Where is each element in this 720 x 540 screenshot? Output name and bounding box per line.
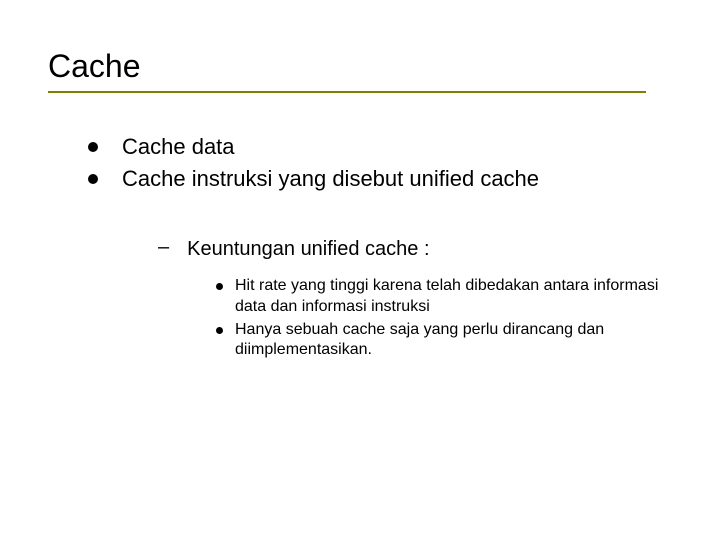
bullet-text: Cache instruksi yang disebut unified cac…	[122, 165, 539, 193]
dash-icon: –	[158, 236, 169, 259]
title-underline	[48, 91, 646, 93]
bullet-text: Cache data	[122, 133, 235, 161]
list-item: – Keuntungan unified cache :	[158, 236, 680, 262]
bullet-text: Hit rate yang tinggi karena telah dibeda…	[235, 276, 680, 318]
list-item: Cache data	[88, 133, 680, 161]
slide: Cache Cache data Cache instruksi yang di…	[0, 0, 720, 540]
bullet-icon	[88, 142, 98, 152]
list-item: Hit rate yang tinggi karena telah dibeda…	[216, 276, 680, 318]
bullet-icon	[88, 174, 98, 184]
list-item: Hanya sebuah cache saja yang perlu diran…	[216, 320, 680, 362]
bullet-icon	[216, 283, 223, 290]
bullet-text: Keuntungan unified cache :	[187, 236, 429, 262]
list-item: Cache instruksi yang disebut unified cac…	[88, 165, 680, 193]
slide-title: Cache	[48, 48, 680, 85]
bullet-icon	[216, 327, 223, 334]
bullet-text: Hanya sebuah cache saja yang perlu diran…	[235, 320, 680, 362]
